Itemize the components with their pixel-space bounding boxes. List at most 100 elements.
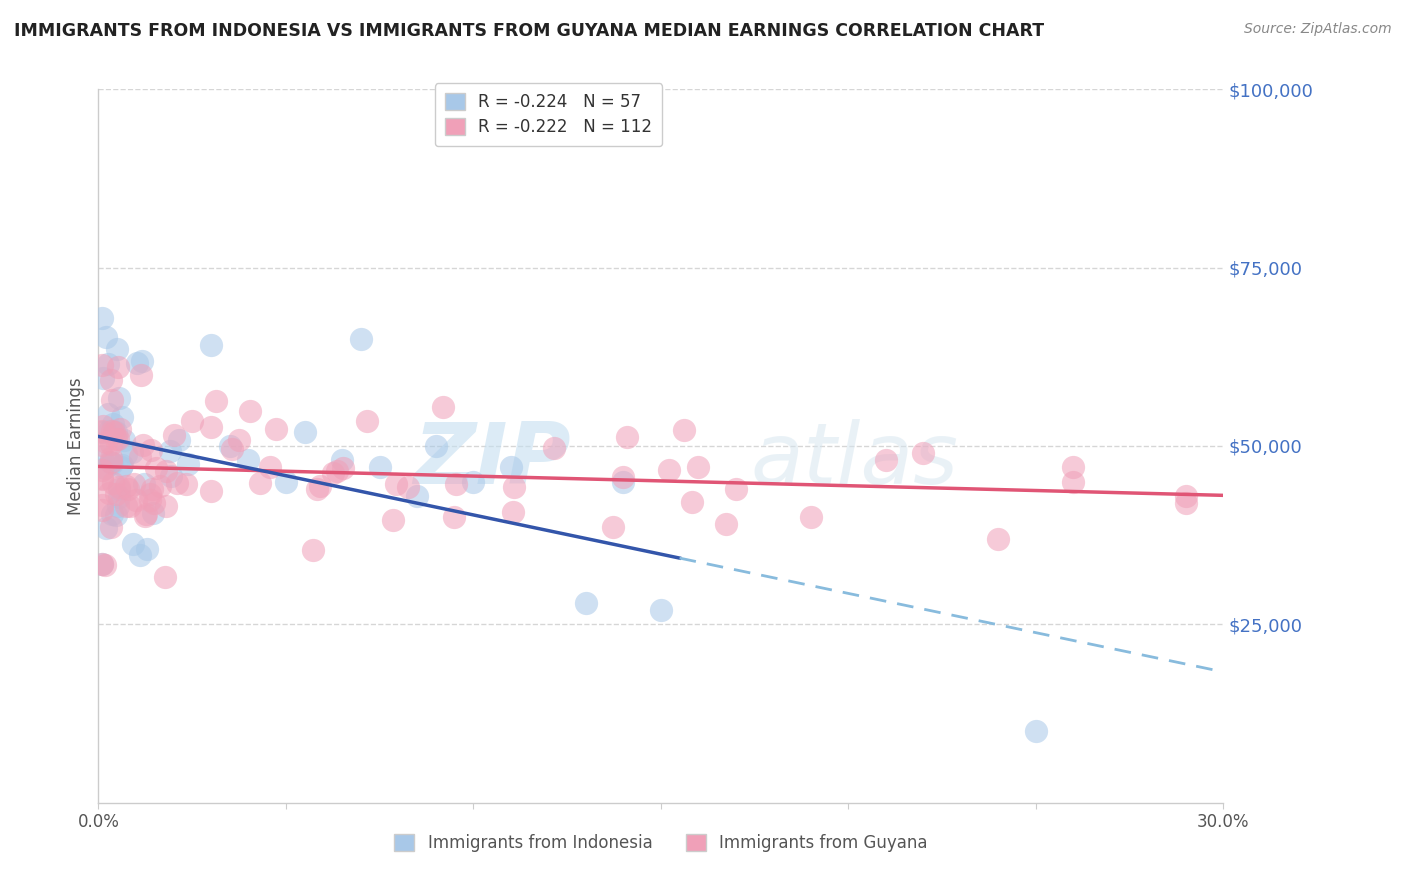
Point xyxy=(141,482,163,496)
Point xyxy=(301,542,323,557)
Point xyxy=(382,514,405,528)
Point xyxy=(115,499,138,513)
Point xyxy=(94,330,117,344)
Point xyxy=(159,444,181,458)
Point xyxy=(1062,475,1084,489)
Point xyxy=(174,477,197,491)
Point xyxy=(105,425,128,440)
Point xyxy=(108,391,131,405)
Point xyxy=(238,453,260,467)
Point xyxy=(138,493,160,508)
Point xyxy=(309,479,332,493)
Point xyxy=(155,499,177,513)
Point xyxy=(135,507,157,521)
Point xyxy=(107,359,129,374)
Point xyxy=(163,428,186,442)
Point xyxy=(688,460,710,475)
Point xyxy=(305,482,328,496)
Point xyxy=(104,508,127,522)
Point xyxy=(274,475,297,489)
Point xyxy=(425,439,447,453)
Point xyxy=(100,437,122,451)
Point xyxy=(101,507,124,521)
Point xyxy=(139,442,162,457)
Point xyxy=(91,310,114,325)
Point xyxy=(612,469,634,483)
Point xyxy=(121,536,143,550)
Point xyxy=(159,469,181,483)
Point xyxy=(101,476,124,491)
Point xyxy=(875,453,897,467)
Text: atlas: atlas xyxy=(751,418,959,502)
Point xyxy=(129,368,152,382)
Point xyxy=(107,499,129,513)
Point xyxy=(96,521,118,535)
Point xyxy=(122,477,145,491)
Point xyxy=(1174,489,1197,503)
Point xyxy=(100,455,122,469)
Point xyxy=(145,460,167,475)
Point xyxy=(110,460,132,475)
Point xyxy=(167,434,190,448)
Point xyxy=(444,476,467,491)
Point xyxy=(100,451,122,466)
Point xyxy=(111,410,134,425)
Point xyxy=(142,507,165,521)
Point xyxy=(125,355,148,369)
Point xyxy=(94,435,117,450)
Point xyxy=(356,414,378,428)
Point xyxy=(91,498,114,512)
Point xyxy=(91,425,114,439)
Point xyxy=(650,603,672,617)
Point xyxy=(153,569,176,583)
Point xyxy=(406,489,429,503)
Text: ZIP: ZIP xyxy=(413,418,571,502)
Point xyxy=(108,480,131,494)
Point xyxy=(97,424,120,438)
Point xyxy=(368,460,391,475)
Point xyxy=(264,422,287,436)
Point xyxy=(91,425,114,439)
Point xyxy=(91,371,114,385)
Point xyxy=(166,476,188,491)
Point xyxy=(1025,724,1047,739)
Point xyxy=(332,460,354,475)
Point xyxy=(103,425,125,439)
Point xyxy=(100,519,122,533)
Point xyxy=(149,479,172,493)
Point xyxy=(121,444,143,458)
Point xyxy=(91,438,114,452)
Point xyxy=(110,458,132,472)
Point xyxy=(129,548,152,562)
Point xyxy=(91,463,114,477)
Point xyxy=(100,424,122,438)
Point xyxy=(129,450,152,464)
Point xyxy=(912,446,935,460)
Point xyxy=(432,400,454,414)
Point xyxy=(1062,460,1084,475)
Legend: Immigrants from Indonesia, Immigrants from Guyana: Immigrants from Indonesia, Immigrants fr… xyxy=(388,827,934,859)
Point xyxy=(107,432,129,446)
Point xyxy=(180,414,202,428)
Point xyxy=(228,433,250,447)
Point xyxy=(97,357,120,371)
Point xyxy=(177,457,200,471)
Point xyxy=(200,338,222,352)
Point xyxy=(108,422,131,436)
Point xyxy=(91,358,114,372)
Point xyxy=(499,460,522,475)
Point xyxy=(132,476,155,491)
Point xyxy=(94,558,117,572)
Point xyxy=(125,492,148,507)
Point xyxy=(100,392,122,407)
Point xyxy=(91,557,114,571)
Point xyxy=(98,486,121,500)
Point xyxy=(800,510,823,524)
Point xyxy=(681,495,703,509)
Point xyxy=(987,532,1010,546)
Point xyxy=(612,475,634,489)
Point xyxy=(117,482,139,496)
Point xyxy=(108,482,131,496)
Point xyxy=(107,490,129,504)
Point xyxy=(98,455,121,469)
